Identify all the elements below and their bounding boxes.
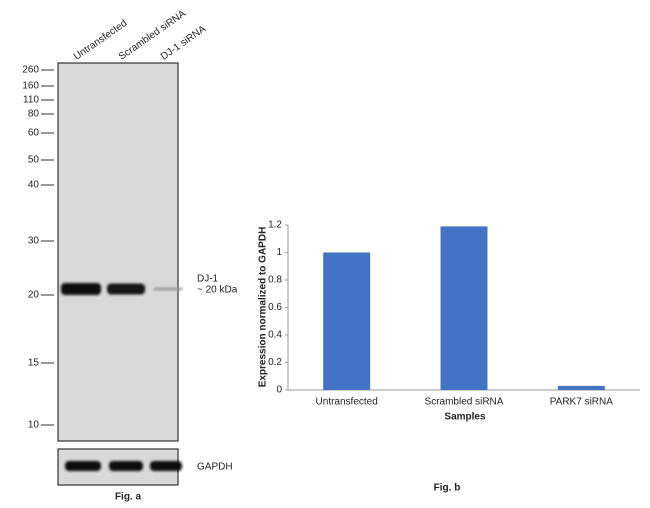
marker-label: 80	[28, 109, 40, 120]
blot-membrane	[57, 62, 179, 442]
y-tick-label: 0.2	[268, 357, 282, 368]
bar	[557, 385, 605, 390]
marker-label: 20	[28, 290, 40, 301]
gapdh-band	[65, 461, 101, 471]
marker-label: 260	[22, 65, 39, 76]
marker-label: 110	[23, 95, 39, 106]
protein-band	[61, 283, 101, 295]
protein-band	[107, 283, 145, 295]
y-tick-label: 1	[276, 247, 282, 258]
protein-band	[153, 287, 183, 291]
gapdh-band	[109, 461, 143, 471]
x-tick-label: PARK7 siRNA	[550, 397, 613, 408]
lane-label: Scrambled siRNA	[117, 8, 188, 62]
marker-label: 15	[28, 358, 40, 369]
marker-label: 160	[22, 81, 39, 92]
marker-label: 50	[28, 155, 40, 166]
band-label: ~ 20 kDa	[197, 285, 238, 296]
y-tick-label: 0.6	[268, 302, 282, 313]
loading-control-label: GAPDH	[197, 462, 233, 473]
marker-label: 60	[28, 128, 40, 139]
gapdh-band	[150, 461, 182, 471]
x-tick-label: Scrambled siRNA	[425, 397, 504, 408]
y-axis-label: Expression normalized to GAPDH	[258, 227, 269, 388]
band-label: DJ-1	[197, 274, 219, 285]
bar	[440, 226, 488, 390]
bar	[323, 252, 371, 390]
figure-caption: Fig. a	[115, 492, 142, 503]
y-tick-label: 0.4	[268, 330, 282, 341]
marker-label: 10	[28, 420, 40, 431]
marker-label: 40	[28, 180, 40, 191]
marker-label: 30	[28, 236, 40, 247]
figure-caption: Fig. b	[434, 483, 461, 494]
x-tick-label: Untransfected	[316, 397, 378, 408]
y-tick-label: 0	[276, 385, 282, 396]
y-tick-label: 0.8	[268, 275, 282, 286]
y-tick-label: 1.2	[268, 220, 282, 231]
x-axis-label: Samples	[444, 412, 486, 423]
